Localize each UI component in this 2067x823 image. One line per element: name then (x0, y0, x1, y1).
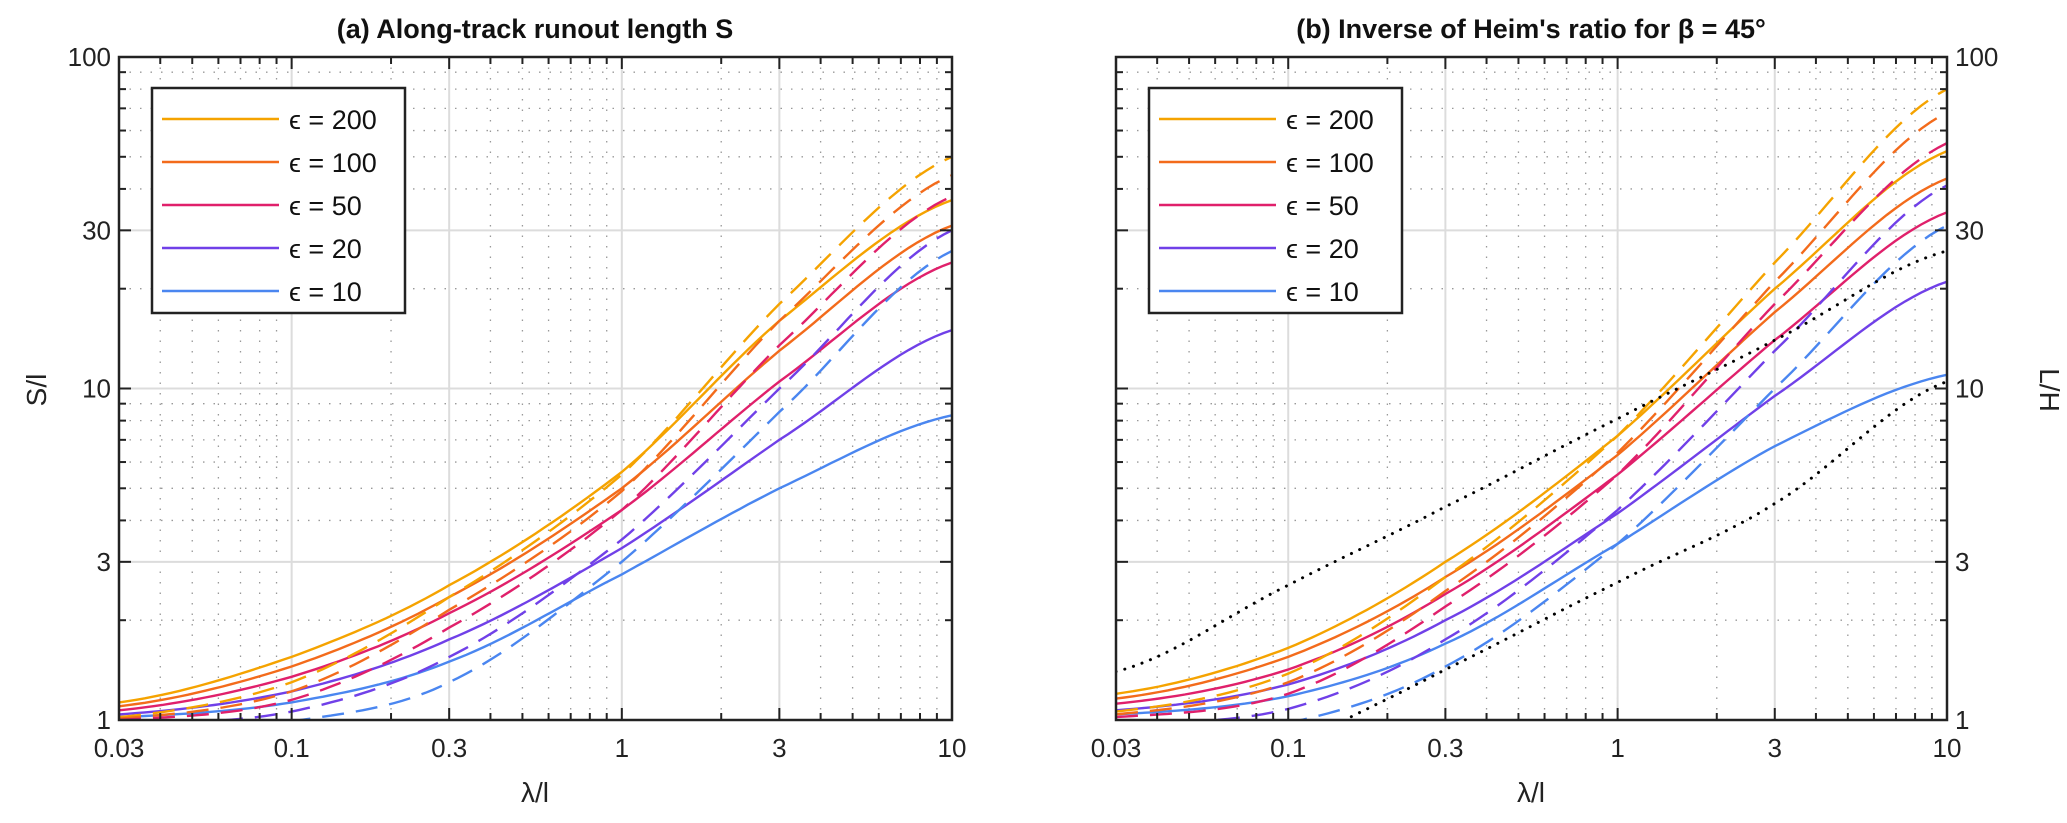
series-line-9 (1295, 224, 1947, 720)
x-tick-label: 0.03 (94, 733, 145, 763)
y-tick-label: 1 (97, 705, 111, 735)
panel-a-title: (a) Along-track runout length S (337, 14, 733, 44)
legend-label: ϵ = 100 (289, 148, 377, 178)
y-tick-label: 100 (1955, 42, 1998, 72)
series-line-2 (1116, 211, 1947, 705)
series-line-3 (119, 328, 952, 716)
series-line-9 (292, 249, 952, 720)
x-tick-label: 0.03 (1091, 733, 1142, 763)
series-line-5 (1116, 88, 1947, 713)
y-tick-label: 1 (1955, 705, 1969, 735)
legend: ϵ = 200 ϵ = 100 ϵ = 50 ϵ = 20 ϵ = 10 (150, 86, 407, 315)
x-tick-label: 1 (1610, 733, 1624, 763)
y-tick-label: 3 (1955, 547, 1969, 577)
series-line-8 (208, 229, 952, 720)
legend-box (150, 86, 407, 315)
y-tick-label: 3 (97, 547, 111, 577)
panel-b: (b) Inverse of Heim's ratio for β = 45° … (1091, 14, 2065, 808)
y-tick-label: 100 (68, 42, 111, 72)
x-tick-label: 0.3 (1427, 733, 1463, 763)
x-tick-label: 0.3 (431, 733, 467, 763)
panel-a: (a) Along-track runout length S λ/l S/l … (21, 14, 966, 808)
ticks: 0.03 0.1 0.3 1 3 10 1 3 10 30 100 (68, 42, 967, 763)
series-line-2 (119, 261, 952, 712)
legend-label: ϵ = 50 (289, 191, 362, 221)
legend-label: ϵ = 200 (1286, 105, 1374, 135)
x-tick-label: 10 (1933, 733, 1962, 763)
panel-b-title: (b) Inverse of Heim's ratio for β = 45° (1296, 14, 1766, 44)
series-group (119, 155, 952, 720)
series-line-7 (1116, 142, 1947, 719)
x-tick-label: 1 (615, 733, 629, 763)
x-tick-label: 3 (1768, 733, 1782, 763)
series-line-10 (1116, 249, 1947, 674)
panel-a-xlabel: λ/l (521, 777, 549, 808)
legend-label: ϵ = 50 (1286, 191, 1359, 221)
panel-b-xlabel: λ/l (1517, 777, 1545, 808)
legend-label: ϵ = 100 (1286, 148, 1374, 178)
series-line-7 (119, 195, 952, 720)
legend-box (1147, 86, 1404, 315)
legend-label: ϵ = 10 (289, 277, 362, 307)
x-tick-label: 0.1 (274, 733, 310, 763)
legend-label: ϵ = 10 (1286, 277, 1359, 307)
series-line-5 (119, 155, 952, 719)
series-line-6 (119, 174, 952, 720)
series-line-1 (119, 224, 952, 708)
x-tick-label: 10 (938, 733, 967, 763)
y-tick-label: 10 (82, 374, 111, 404)
series-line-0 (119, 198, 952, 704)
panel-b-ylabel: L/H (2034, 368, 2065, 412)
series-line-8 (1198, 184, 1947, 720)
y-tick-label: 30 (82, 215, 111, 245)
legend-label: ϵ = 200 (289, 105, 377, 135)
series-group (1116, 88, 1947, 720)
series-line-11 (1341, 380, 1947, 720)
series-line-6 (1116, 111, 1947, 716)
legend: ϵ = 200 ϵ = 100 ϵ = 50 ϵ = 20 ϵ = 10 (1147, 86, 1404, 315)
series-line-3 (1116, 280, 1947, 712)
y-tick-label: 10 (1955, 374, 1984, 404)
legend-label: ϵ = 20 (1286, 234, 1359, 264)
y-tick-label: 30 (1955, 215, 1984, 245)
panel-a-ylabel: S/l (21, 374, 52, 407)
legend-label: ϵ = 20 (289, 234, 362, 264)
series-line-1 (1116, 177, 1947, 700)
series-line-0 (1116, 150, 1947, 695)
x-tick-label: 3 (772, 733, 786, 763)
x-tick-label: 0.1 (1270, 733, 1306, 763)
